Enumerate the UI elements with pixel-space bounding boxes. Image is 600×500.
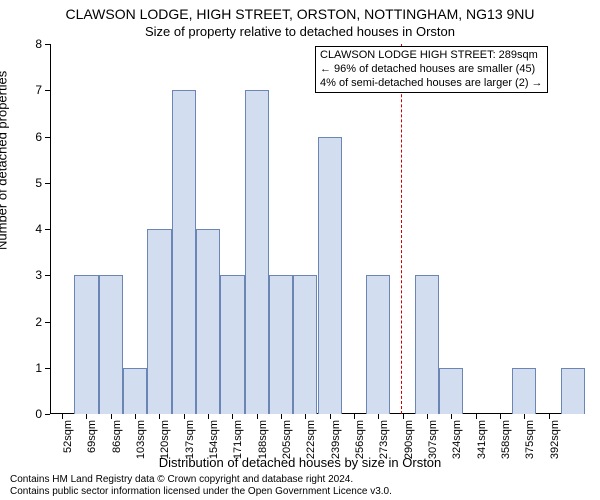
x-tick xyxy=(500,414,501,419)
chart-container: CLAWSON LODGE, HIGH STREET, ORSTON, NOTT… xyxy=(0,0,600,500)
y-tick xyxy=(45,137,50,138)
y-tick xyxy=(45,183,50,184)
x-tick xyxy=(232,414,233,419)
x-tick-label: 273sqm xyxy=(378,420,390,459)
x-tick xyxy=(403,414,404,419)
x-tick-label: 103sqm xyxy=(135,420,147,459)
y-tick-label: 4 xyxy=(35,222,42,236)
chart-subtitle: Size of property relative to detached ho… xyxy=(0,24,600,39)
histogram-bar xyxy=(366,275,390,414)
x-tick-label: 290sqm xyxy=(403,420,415,459)
x-tick xyxy=(476,414,477,419)
y-tick xyxy=(45,368,50,369)
y-tick-label: 5 xyxy=(35,176,42,190)
x-tick xyxy=(281,414,282,419)
histogram-bar xyxy=(220,275,244,414)
y-tick xyxy=(45,414,50,415)
x-tick xyxy=(378,414,379,419)
x-tick xyxy=(549,414,550,419)
y-tick xyxy=(45,322,50,323)
histogram-bar xyxy=(74,275,98,414)
x-tick-label: 256sqm xyxy=(354,420,366,459)
x-tick-label: 171sqm xyxy=(232,420,244,459)
x-tick xyxy=(159,414,160,419)
histogram-bar xyxy=(123,368,147,414)
x-tick-label: 358sqm xyxy=(500,420,512,459)
histogram-bar xyxy=(147,229,171,414)
info-box-line: ← 96% of detached houses are smaller (45… xyxy=(320,63,543,77)
y-axis-label: Number of detached properties xyxy=(0,71,10,250)
y-axis-line xyxy=(50,44,51,414)
x-tick-label: 222sqm xyxy=(305,420,317,459)
x-tick xyxy=(257,414,258,419)
plot-area: 01234567852sqm69sqm86sqm103sqm120sqm137s… xyxy=(50,44,585,414)
histogram-bar xyxy=(269,275,293,414)
plot-inner: 01234567852sqm69sqm86sqm103sqm120sqm137s… xyxy=(50,44,585,414)
x-tick xyxy=(111,414,112,419)
x-tick-label: 239sqm xyxy=(330,420,342,459)
x-tick-label: 86sqm xyxy=(111,420,123,453)
footer-line-2: Contains public sector information licen… xyxy=(10,486,392,498)
x-tick xyxy=(305,414,306,419)
x-tick xyxy=(184,414,185,419)
y-tick-label: 8 xyxy=(35,37,42,51)
y-tick-label: 6 xyxy=(35,130,42,144)
x-tick-label: 69sqm xyxy=(86,420,98,453)
histogram-bar xyxy=(172,90,196,414)
x-tick-label: 52sqm xyxy=(62,420,74,453)
y-tick xyxy=(45,44,50,45)
x-tick xyxy=(330,414,331,419)
x-tick-label: 205sqm xyxy=(281,420,293,459)
histogram-bar xyxy=(99,275,123,414)
histogram-bar xyxy=(196,229,220,414)
x-tick xyxy=(62,414,63,419)
histogram-bar xyxy=(561,368,585,414)
x-tick-label: 154sqm xyxy=(208,420,220,459)
y-tick-label: 1 xyxy=(35,361,42,375)
x-tick xyxy=(354,414,355,419)
info-box: CLAWSON LODGE HIGH STREET: 289sqm← 96% o… xyxy=(315,46,548,93)
x-tick-label: 307sqm xyxy=(427,420,439,459)
y-tick-label: 2 xyxy=(35,315,42,329)
x-tick xyxy=(135,414,136,419)
footer-line-1: Contains HM Land Registry data © Crown c… xyxy=(10,474,392,486)
x-tick xyxy=(451,414,452,419)
histogram-bar xyxy=(439,368,463,414)
chart-title: CLAWSON LODGE, HIGH STREET, ORSTON, NOTT… xyxy=(0,6,600,22)
histogram-bar xyxy=(318,137,342,415)
y-tick-label: 7 xyxy=(35,83,42,97)
marker-line xyxy=(401,44,402,414)
x-tick xyxy=(427,414,428,419)
y-tick xyxy=(45,275,50,276)
info-box-line: CLAWSON LODGE HIGH STREET: 289sqm xyxy=(320,49,543,63)
y-tick-label: 0 xyxy=(35,407,42,421)
y-tick xyxy=(45,229,50,230)
x-tick-label: 188sqm xyxy=(257,420,269,459)
x-tick-label: 120sqm xyxy=(159,420,171,459)
x-tick-label: 375sqm xyxy=(524,420,536,459)
x-tick-label: 137sqm xyxy=(184,420,196,459)
x-tick xyxy=(86,414,87,419)
y-tick-label: 3 xyxy=(35,268,42,282)
x-tick-label: 392sqm xyxy=(549,420,561,459)
histogram-bar xyxy=(245,90,269,414)
x-tick-label: 324sqm xyxy=(451,420,463,459)
x-tick xyxy=(208,414,209,419)
y-tick xyxy=(45,90,50,91)
x-tick xyxy=(524,414,525,419)
histogram-bar xyxy=(512,368,536,414)
info-box-line: 4% of semi-detached houses are larger (2… xyxy=(320,77,543,91)
x-tick-label: 341sqm xyxy=(476,420,488,459)
histogram-bar xyxy=(293,275,317,414)
histogram-bar xyxy=(415,275,439,414)
footer: Contains HM Land Registry data © Crown c… xyxy=(10,474,392,498)
